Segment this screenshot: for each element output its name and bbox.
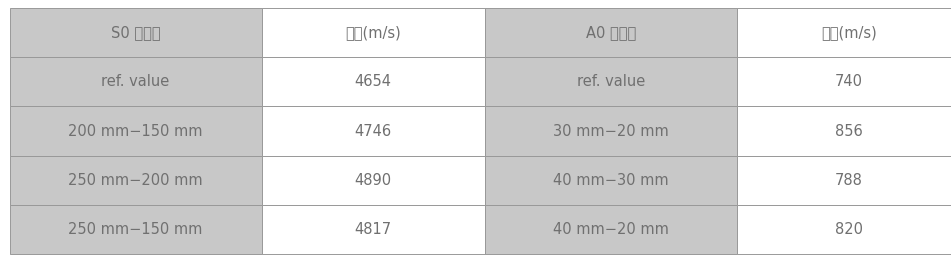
Bar — [485, 156, 737, 205]
Text: 250 mm−150 mm: 250 mm−150 mm — [68, 222, 203, 237]
Bar — [262, 156, 485, 205]
Bar — [262, 205, 485, 254]
Text: 820: 820 — [835, 222, 863, 237]
Bar — [485, 8, 737, 57]
Text: 30 mm−20 mm: 30 mm−20 mm — [553, 123, 669, 139]
Bar — [262, 8, 485, 57]
Text: 788: 788 — [835, 173, 863, 188]
Text: 4654: 4654 — [355, 74, 392, 89]
Bar — [10, 205, 262, 254]
Text: 4817: 4817 — [355, 222, 392, 237]
Text: ref. value: ref. value — [102, 74, 169, 89]
Text: A0 모우드: A0 모우드 — [586, 25, 636, 40]
Bar — [737, 205, 951, 254]
Bar — [10, 57, 262, 106]
Text: 250 mm−200 mm: 250 mm−200 mm — [68, 173, 203, 188]
Text: 40 mm−30 mm: 40 mm−30 mm — [553, 173, 669, 188]
Text: 속도(m/s): 속도(m/s) — [345, 25, 401, 40]
Text: 4746: 4746 — [355, 123, 392, 139]
Text: 740: 740 — [835, 74, 863, 89]
Bar — [737, 156, 951, 205]
Text: ref. value: ref. value — [577, 74, 645, 89]
Bar — [737, 8, 951, 57]
Text: 200 mm−150 mm: 200 mm−150 mm — [68, 123, 203, 139]
Text: 40 mm−20 mm: 40 mm−20 mm — [553, 222, 669, 237]
Text: 4890: 4890 — [355, 173, 392, 188]
Bar — [485, 106, 737, 156]
Bar — [737, 57, 951, 106]
Bar — [10, 8, 262, 57]
Bar — [262, 106, 485, 156]
Bar — [485, 205, 737, 254]
Text: S0 모우드: S0 모우드 — [110, 25, 161, 40]
Bar — [737, 106, 951, 156]
Bar — [10, 106, 262, 156]
Text: 856: 856 — [835, 123, 863, 139]
Bar — [485, 57, 737, 106]
Bar — [262, 57, 485, 106]
Text: 속도(m/s): 속도(m/s) — [821, 25, 877, 40]
Bar — [10, 156, 262, 205]
